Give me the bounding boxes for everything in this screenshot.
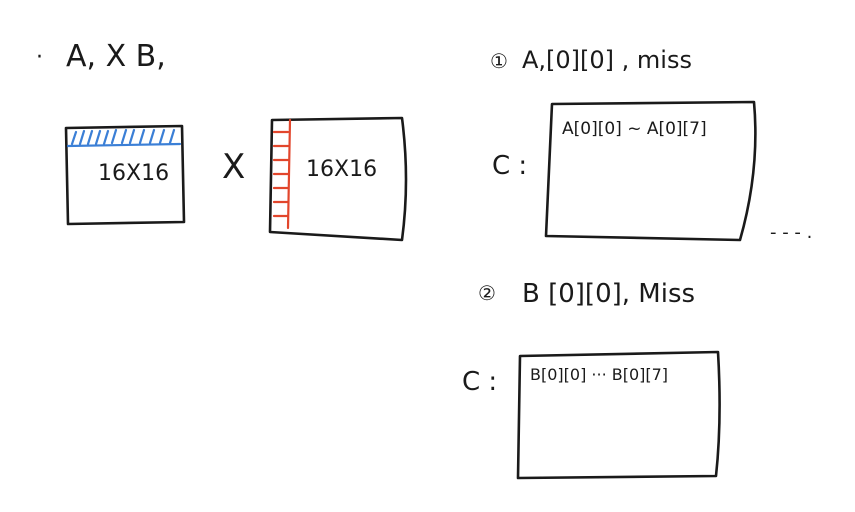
step-1-cache-box (544, 100, 757, 242)
matrix-b: 16X16 (268, 116, 408, 242)
step-2: ② B [0][0], Miss C : B[0][0] ··· B[0][7] (462, 279, 721, 480)
matrix-b-column-hatch (272, 130, 290, 218)
heading-a-x-b: A, X B, (66, 39, 166, 74)
step-1-cache-content: A[0][0] ~ A[0][7] (562, 119, 707, 139)
step-1: ① A,[0][0] , miss C : A[0][0] ~ A[0][7] … (490, 46, 812, 243)
step-1-title: A,[0][0] , miss (522, 46, 692, 74)
step-1-marker: ① (490, 49, 508, 73)
step-2-cache-box (516, 350, 721, 480)
step-2-cache-content: B[0][0] ··· B[0][7] (530, 365, 668, 384)
step-1-c-label: C : (492, 151, 527, 181)
step-2-title: B [0][0], Miss (522, 279, 695, 309)
matrix-a-row-underline (66, 142, 182, 148)
matrix-a-row-hatch (70, 128, 176, 146)
matrix-a: 16X16 (64, 124, 186, 226)
times-symbol: X (222, 147, 245, 187)
matrix-a-box (64, 124, 186, 226)
step-1-ellipsis: - - - . (770, 222, 812, 243)
step-2-c-label: C : (462, 367, 497, 397)
step-2-marker: ② (478, 281, 496, 305)
bullet-dot: · (36, 45, 43, 70)
matrix-b-box (268, 116, 408, 242)
matrix-b-size-label: 16X16 (306, 157, 377, 182)
matrix-a-size-label: 16X16 (98, 161, 169, 186)
